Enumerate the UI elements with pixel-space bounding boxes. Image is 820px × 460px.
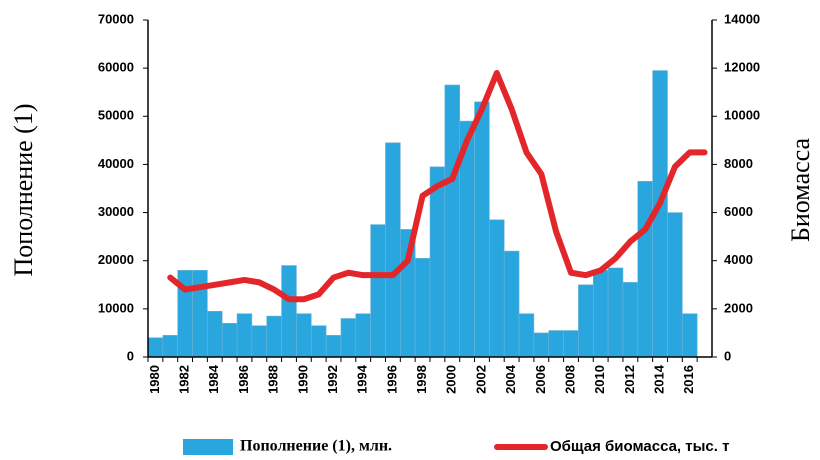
y-tick-label: 70000 (98, 11, 134, 26)
y-tick-label: 0 (127, 348, 134, 363)
x-tick-label: 2004 (503, 364, 518, 394)
x-tick-label: 1998 (414, 365, 429, 394)
bar (667, 212, 683, 358)
bar (563, 330, 579, 358)
y2-tick-label: 14000 (724, 11, 760, 26)
legend-label: Пополнение (1), млн. (240, 438, 392, 455)
bar (266, 315, 282, 358)
bar (548, 330, 564, 358)
bar (578, 284, 594, 358)
legend-swatch (183, 439, 233, 455)
bar (489, 219, 505, 358)
y2-tick-label: 12000 (724, 60, 760, 75)
bar (518, 313, 535, 358)
bar (251, 325, 268, 358)
y2-axis-title: Биомасса (786, 137, 815, 242)
bar (221, 322, 238, 358)
x-tick-label: 2016 (681, 365, 696, 394)
y2-tick-label: 2000 (724, 300, 753, 315)
x-tick-label: 2008 (562, 365, 577, 394)
legend-label: Общая биомасса, тыс. т (550, 438, 729, 455)
y-tick-label: 50000 (98, 108, 134, 123)
x-tick-label: 1982 (177, 365, 192, 394)
bar (296, 313, 312, 358)
y-tick-label: 10000 (98, 300, 134, 315)
x-tick-label: 1986 (236, 365, 251, 394)
bar (355, 313, 371, 358)
bar (281, 265, 297, 358)
x-tick-label: 2010 (592, 365, 607, 394)
bar (162, 335, 178, 358)
x-tick-label: 1980 (147, 365, 162, 394)
line (167, 69, 708, 303)
bar (503, 250, 520, 358)
bar (607, 267, 624, 358)
x-tick-label: 1996 (384, 365, 399, 394)
bar (340, 318, 357, 358)
x-tick-label: 1992 (325, 365, 340, 394)
bar (414, 258, 431, 358)
x-tick-label: 1990 (295, 365, 310, 394)
x-tick-label: 2002 (473, 365, 488, 394)
bar (370, 224, 386, 358)
bar (207, 310, 223, 358)
bar (444, 84, 460, 358)
bar (682, 313, 698, 358)
bar (236, 313, 253, 358)
y-tick-label: 60000 (98, 60, 134, 75)
y2-tick-label: 6000 (724, 204, 753, 219)
bar (310, 325, 327, 358)
x-tick-label: 1988 (266, 365, 281, 394)
y-tick-label: 30000 (98, 204, 134, 219)
x-tick-label: 2006 (533, 365, 548, 394)
x-tick-label: 2000 (444, 365, 459, 394)
bar (474, 101, 490, 358)
y-axis-title: Пополнение (1) (9, 104, 38, 277)
bar (622, 282, 639, 358)
bar (637, 180, 653, 358)
y-tick-label: 20000 (98, 252, 134, 267)
bar (385, 142, 401, 358)
x-tick-label: 1984 (206, 364, 221, 394)
y2-tick-label: 0 (724, 348, 731, 363)
x-tick-label: 1994 (355, 364, 370, 394)
y2-tick-label: 4000 (724, 252, 753, 267)
x-tick-label: 2012 (622, 365, 637, 394)
y2-tick-label: 8000 (724, 156, 753, 171)
y-tick-label: 40000 (98, 156, 134, 171)
x-tick-label: 2014 (651, 364, 666, 394)
bar (592, 270, 609, 358)
bar (325, 335, 342, 358)
y2-tick-label: 10000 (724, 108, 760, 123)
bar (429, 166, 446, 358)
bar (147, 337, 164, 358)
bar (533, 332, 550, 358)
